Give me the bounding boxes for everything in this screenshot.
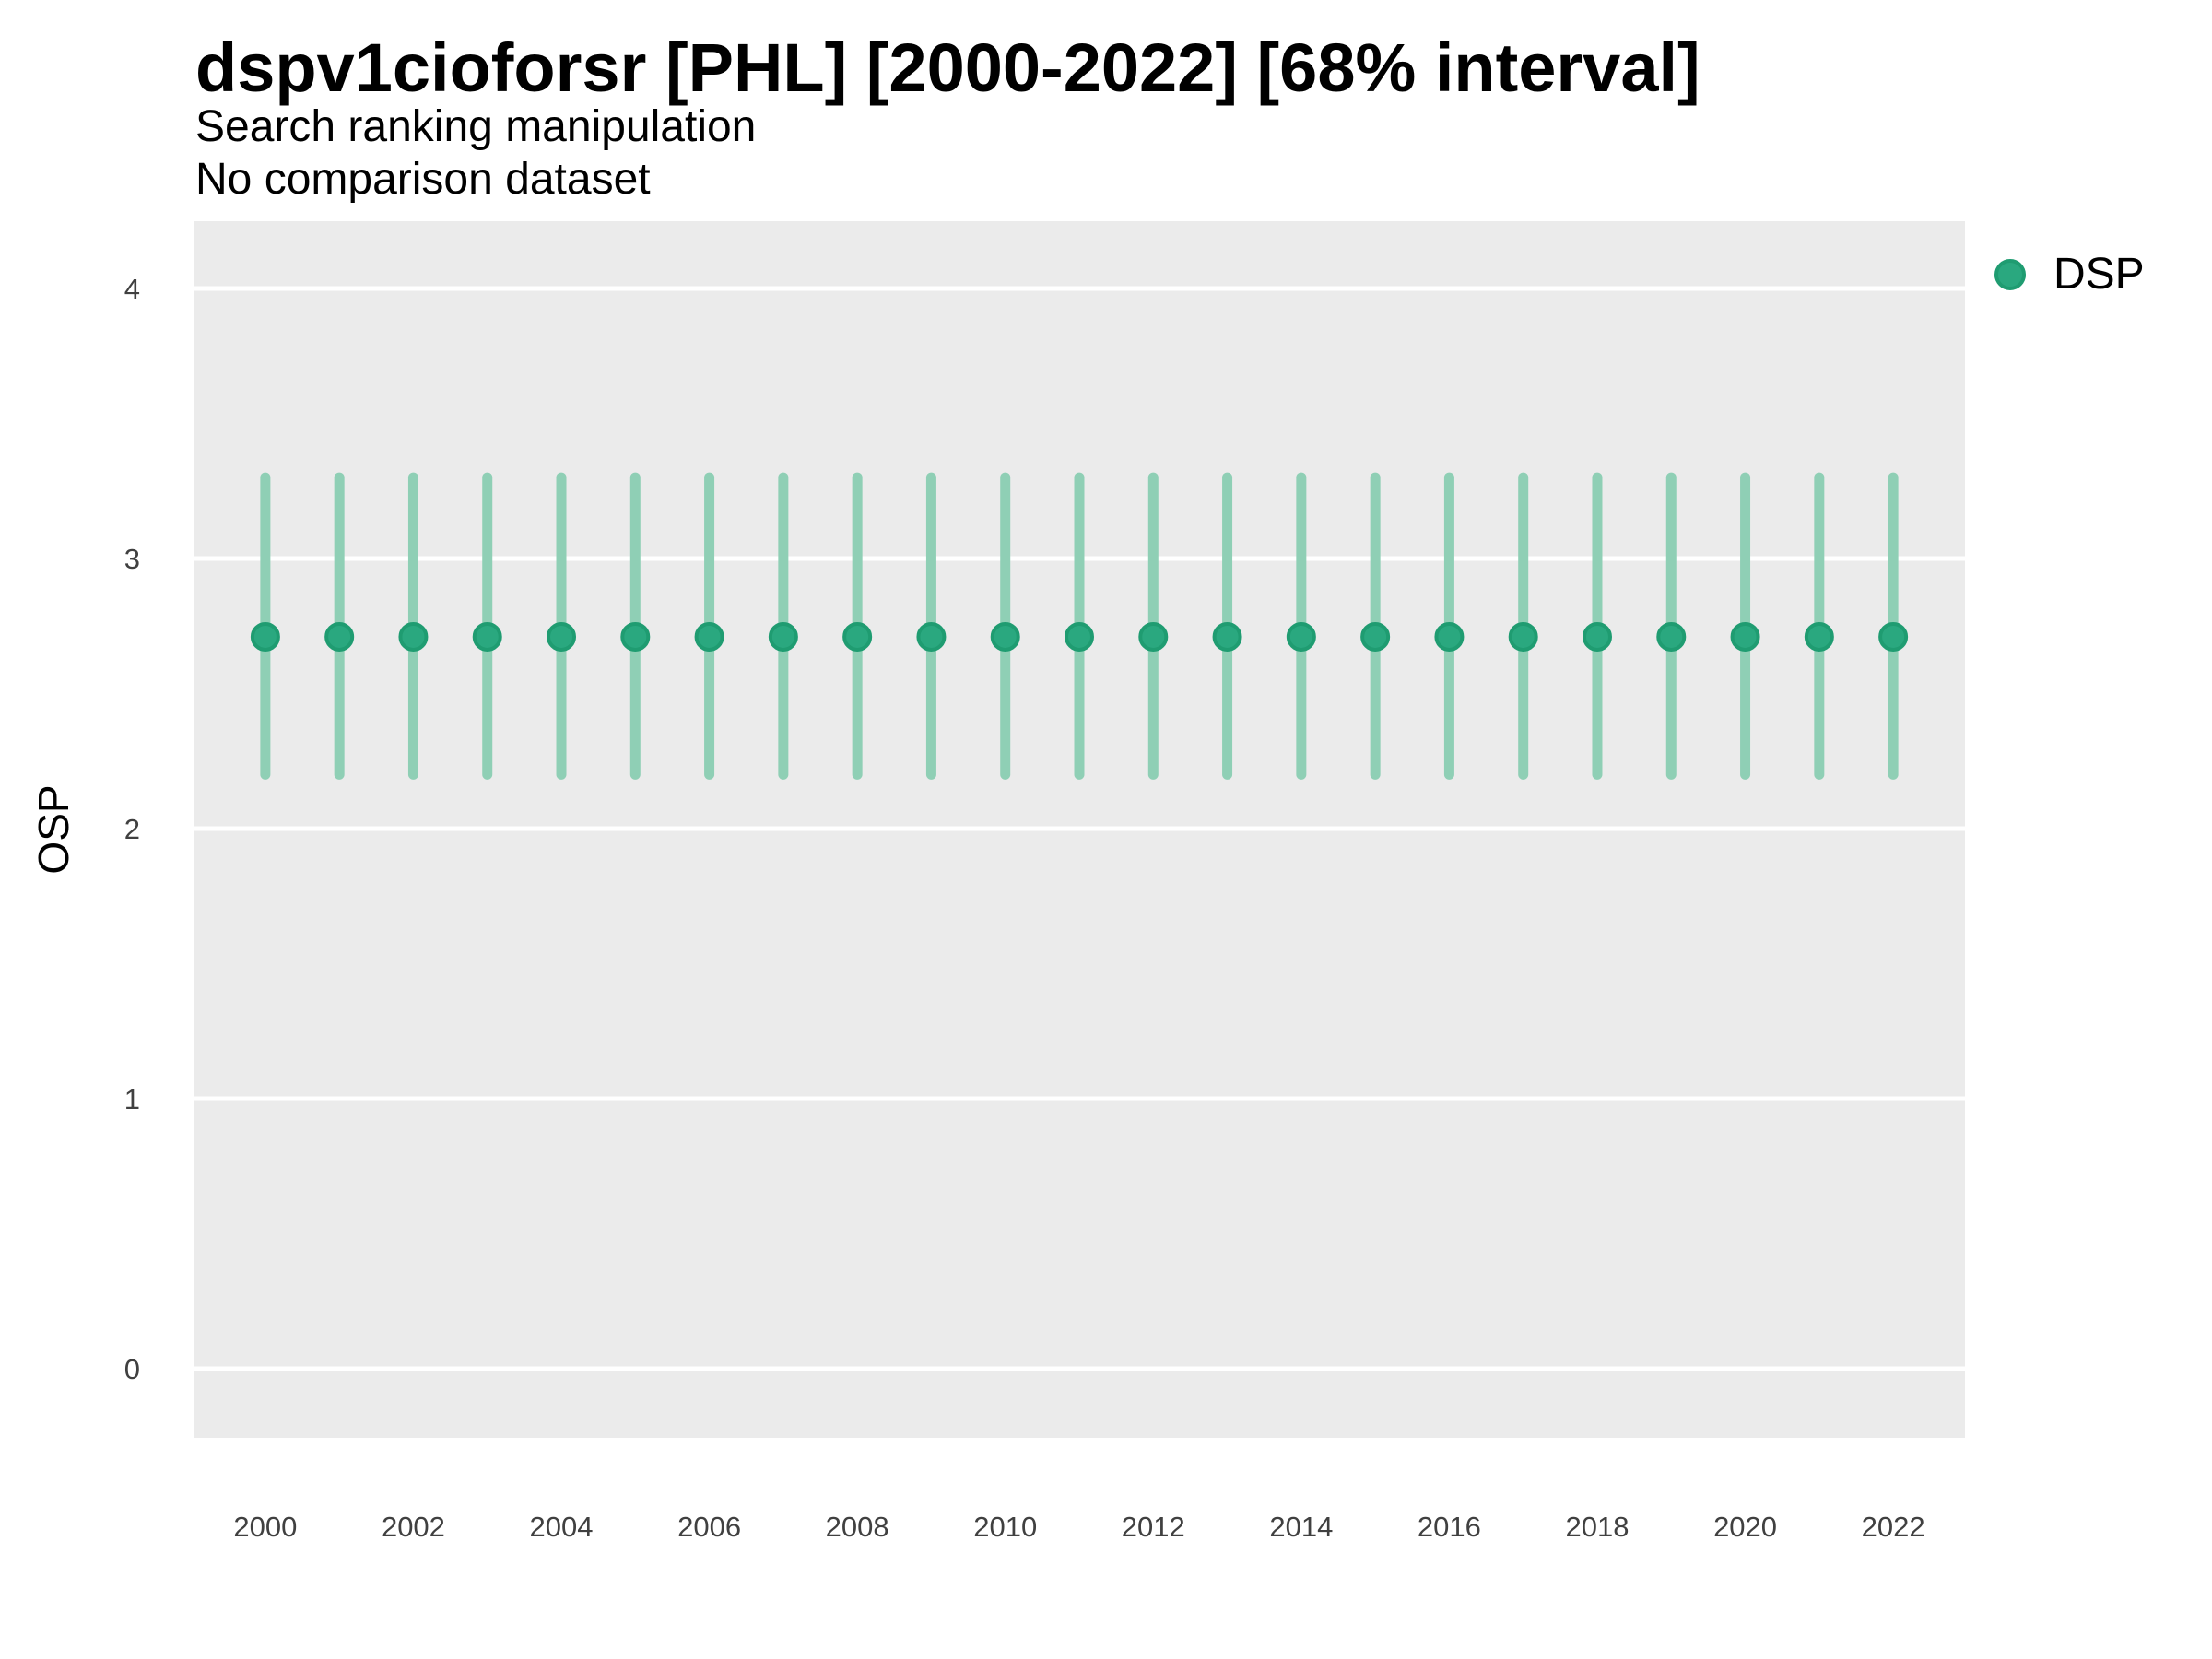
chart-subtitle: Search ranking manipulation — [195, 102, 757, 151]
data-point-2020 — [1730, 621, 1760, 652]
x-tick-label-2008: 2008 — [826, 1511, 889, 1543]
data-point-2004 — [547, 621, 577, 652]
data-point-2006 — [694, 621, 724, 652]
data-point-2013 — [1212, 621, 1242, 652]
data-point-2005 — [620, 621, 651, 652]
x-tick-label-2022: 2022 — [1862, 1511, 1925, 1543]
data-point-2014 — [1286, 621, 1316, 652]
data-point-2018 — [1582, 621, 1612, 652]
data-point-2016 — [1434, 621, 1465, 652]
data-point-2010 — [990, 621, 1020, 652]
data-point-2001 — [324, 621, 355, 652]
data-point-2007 — [768, 621, 798, 652]
data-point-2015 — [1360, 621, 1391, 652]
chart-note: No comparison dataset — [195, 155, 651, 204]
y-tick-label-4: 4 — [124, 273, 140, 305]
data-point-2000 — [250, 621, 280, 652]
data-point-2011 — [1065, 621, 1094, 652]
x-tick-label-2020: 2020 — [1713, 1511, 1777, 1543]
x-tick-label-2004: 2004 — [530, 1511, 594, 1543]
data-point-2003 — [472, 621, 502, 652]
x-tick-label-2014: 2014 — [1269, 1511, 1333, 1543]
legend: DSP — [1994, 253, 2145, 297]
data-point-2002 — [398, 621, 429, 652]
x-tick-label-2016: 2016 — [1418, 1511, 1481, 1543]
x-tick-label-2010: 2010 — [973, 1511, 1037, 1543]
legend-marker-dsp-icon — [1994, 259, 2026, 290]
data-point-2012 — [1138, 621, 1169, 652]
x-tick-label-2000: 2000 — [233, 1511, 297, 1543]
y-tick-label-3: 3 — [124, 543, 140, 575]
y-tick-label-1: 1 — [124, 1083, 140, 1115]
x-tick-label-2002: 2002 — [382, 1511, 445, 1543]
data-point-2021 — [1804, 621, 1834, 652]
data-point-2019 — [1656, 621, 1687, 652]
x-tick-label-2006: 2006 — [677, 1511, 741, 1543]
y-tick-label-0: 0 — [124, 1353, 140, 1385]
data-point-2022 — [1878, 621, 1909, 652]
data-point-2008 — [842, 621, 873, 652]
data-point-2009 — [916, 621, 947, 652]
data-point-2017 — [1508, 621, 1538, 652]
legend-label-dsp: DSP — [2053, 250, 2145, 299]
x-tick-label-2018: 2018 — [1566, 1511, 1630, 1543]
chart-title: dspv1cioforsr [PHL] [2000-2022] [68% int… — [195, 29, 1700, 106]
x-tick-label-2012: 2012 — [1122, 1511, 1185, 1543]
y-tick-label-2: 2 — [124, 813, 140, 845]
